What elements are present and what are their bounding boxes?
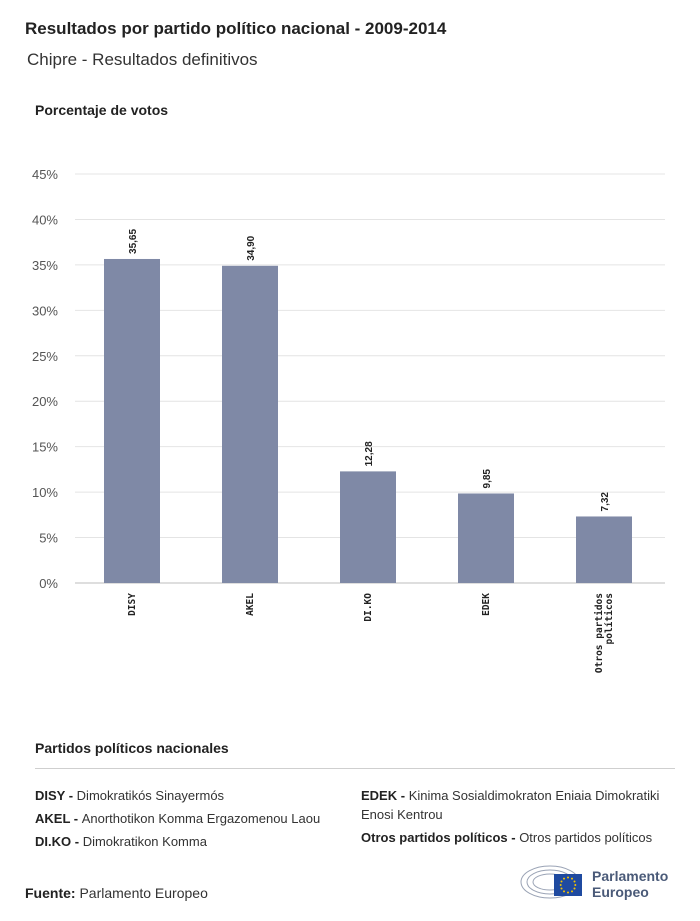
y-axis-label: Porcentaje de votos xyxy=(35,102,169,118)
y-tick-label: 20% xyxy=(32,394,58,409)
bar-value-label: 7,32 xyxy=(600,492,611,512)
parliament-logo: Parlamento Europeo xyxy=(520,862,680,902)
legend-item: AKEL - Anorthotikon Komma Ergazomenou La… xyxy=(35,811,321,826)
source-value: Parlamento Europeo xyxy=(79,885,208,901)
x-tick-label: AKEL xyxy=(245,593,256,616)
source-note: Fuente: Parlamento Europeo xyxy=(25,885,208,901)
y-tick-label: 40% xyxy=(32,212,58,227)
x-tick-label: DISY xyxy=(127,593,138,616)
legend-item: Otros partidos políticos - Otros partido… xyxy=(361,830,653,845)
legend-title: Partidos políticos nacionales xyxy=(35,740,229,756)
y-tick-label: 35% xyxy=(32,258,58,273)
x-tick-label: Otros partidospolíticos xyxy=(594,593,615,673)
bar xyxy=(340,471,396,583)
y-tick-label: 5% xyxy=(39,531,58,546)
source-label: Fuente: xyxy=(25,885,76,901)
bar-value-label: 35,65 xyxy=(128,229,139,254)
y-tick-label: 25% xyxy=(32,349,58,364)
chart-subtitle: Chipre - Resultados definitivos xyxy=(27,50,258,69)
x-tick-label: EDEK xyxy=(481,593,492,616)
legend-divider xyxy=(35,768,675,769)
y-tick-label: 45% xyxy=(32,167,58,182)
y-tick-label: 0% xyxy=(39,576,58,591)
bar xyxy=(576,516,632,583)
parliament-hemicycle-icon xyxy=(520,865,582,899)
bar xyxy=(458,493,514,583)
bar-value-label: 12,28 xyxy=(364,441,375,466)
x-tick-label: DI.KO xyxy=(363,593,374,622)
bar xyxy=(104,258,160,583)
bar-chart: 0% 5% 10% 15% 20% 25% 30% 35% 40% 45% 35,65 DISY 34,… xyxy=(32,167,665,673)
y-tick-label: 30% xyxy=(32,303,58,318)
logo-text: Parlamento Europeo xyxy=(592,868,669,900)
bar-value-label: 9,85 xyxy=(482,469,493,489)
legend-column-2: EDEK - Kinima Sosialdimokraton Eniaia Di… xyxy=(361,786,681,851)
y-tick-label: 15% xyxy=(32,440,58,455)
legend-item: DISY - Dimokratikós Sinayermós xyxy=(35,788,225,803)
y-tick-label: 10% xyxy=(32,485,58,500)
legend-column-1: DISY - Dimokratikós Sinayermós AKEL - An… xyxy=(35,786,345,855)
bar-value-label: 34,90 xyxy=(246,235,257,260)
chart-title: Resultados por partido político nacional… xyxy=(25,19,447,38)
legend-item: DI.KO - Dimokratikon Komma xyxy=(35,834,207,849)
legend-item: EDEK - Kinima Sosialdimokraton Eniaia Di… xyxy=(361,788,660,822)
bar xyxy=(222,265,278,583)
